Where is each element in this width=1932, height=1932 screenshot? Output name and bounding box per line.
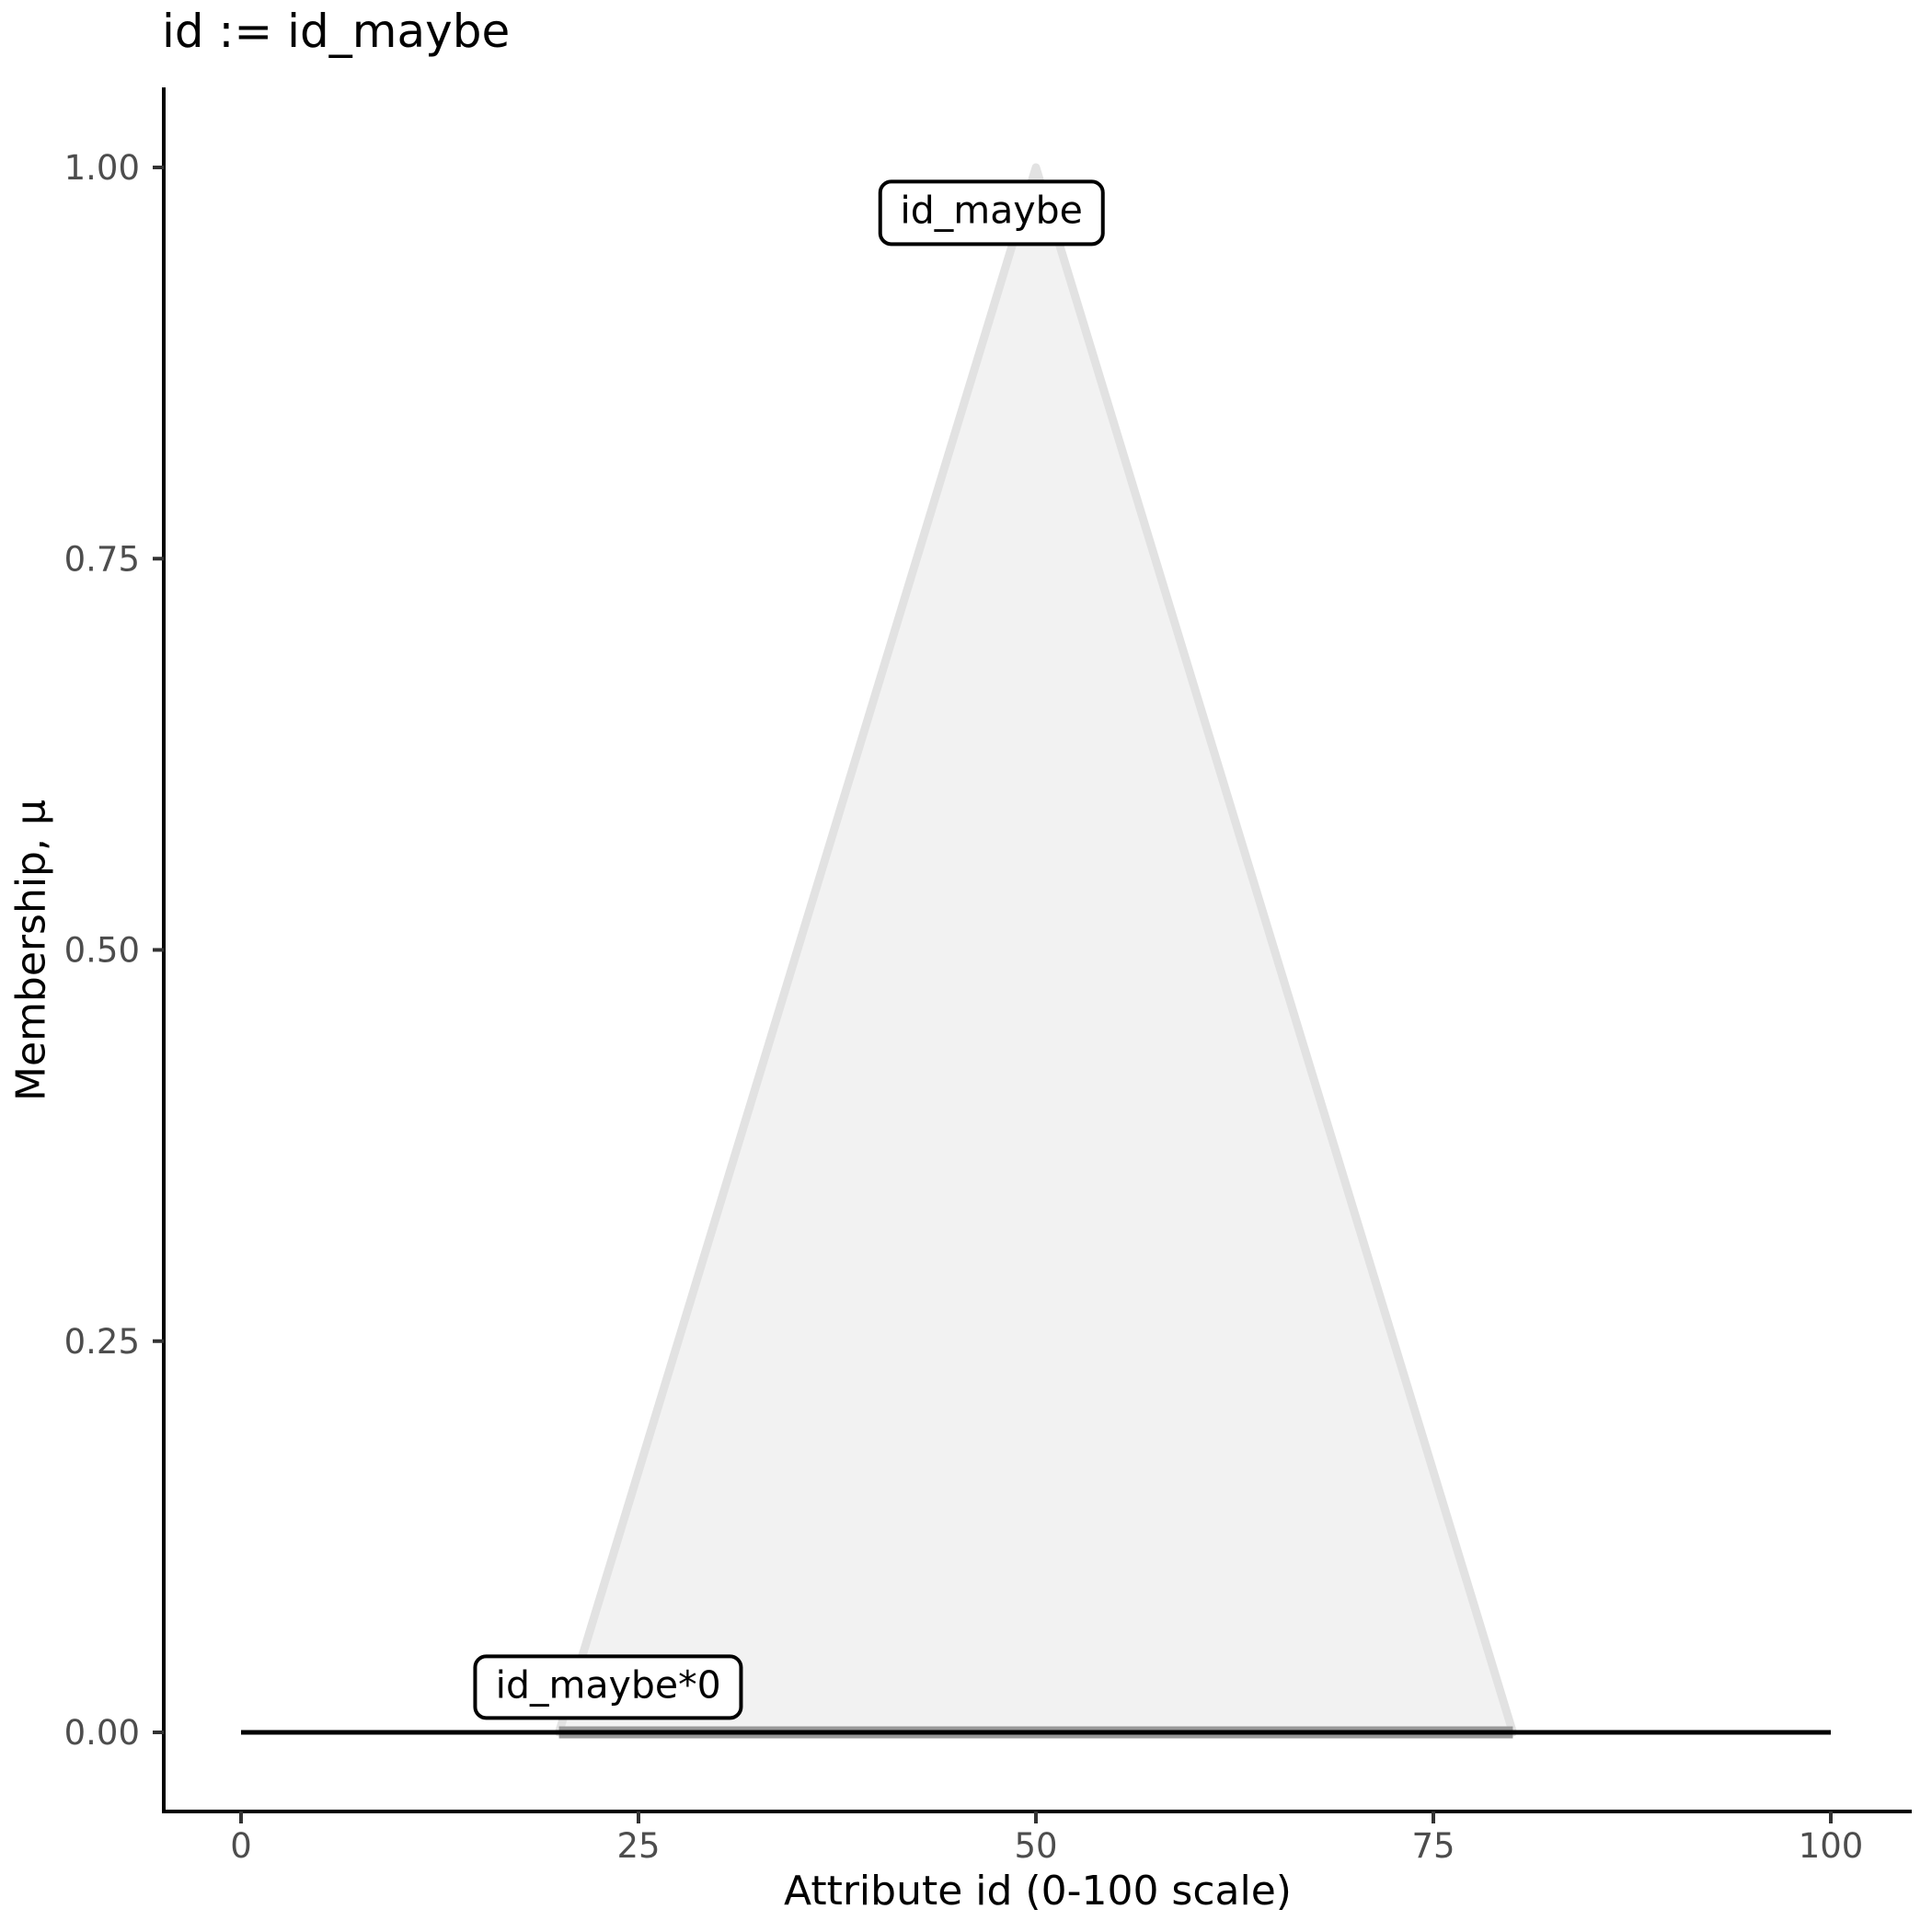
y-axis-tick-label: 0.00 bbox=[64, 1713, 140, 1753]
y-axis-tick-label: 0.50 bbox=[64, 931, 140, 971]
x-axis-tick-label: 0 bbox=[230, 1826, 252, 1866]
y-axis-tick-label: 0.25 bbox=[64, 1322, 140, 1362]
x-axis-tick-label: 75 bbox=[1411, 1826, 1455, 1866]
y-axis-label: Membership, μ bbox=[7, 799, 55, 1101]
axis-lines bbox=[162, 87, 1912, 1813]
figure-title: id := id_maybe bbox=[162, 5, 511, 58]
y-axis-tick-label: 1.00 bbox=[64, 148, 140, 188]
x-axis-tick-label: 25 bbox=[616, 1826, 660, 1866]
x-axis-tick-label: 100 bbox=[1799, 1826, 1864, 1866]
x-axis-label: Attribute id (0-100 scale) bbox=[784, 1868, 1292, 1915]
annotation-id-maybe-times-0: id_maybe*0 bbox=[473, 1654, 743, 1720]
y-axis-tick-label: 0.75 bbox=[64, 539, 140, 579]
annotation-id-maybe: id_maybe bbox=[878, 179, 1105, 246]
series-id-maybe-area bbox=[555, 163, 1517, 1737]
x-axis-tick-label: 50 bbox=[1014, 1826, 1057, 1866]
